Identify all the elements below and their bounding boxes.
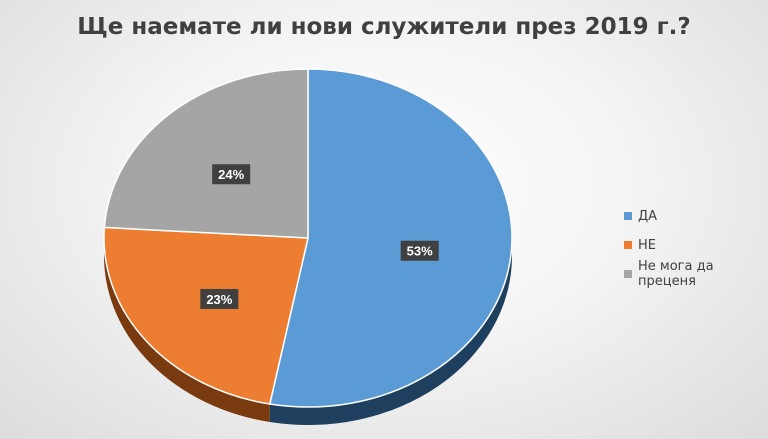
legend-swatch-no — [624, 241, 632, 249]
legend-item-unsure: Не мога да преценя — [624, 259, 768, 289]
svg-text:53%: 53% — [407, 244, 433, 259]
legend-item-no: НЕ — [624, 236, 768, 254]
pie-slice-unsure — [103, 68, 309, 239]
legend-swatch-yes — [624, 212, 632, 220]
legend-label-yes: ДА — [638, 208, 658, 224]
data-label-yes: 53% — [400, 240, 439, 261]
chart-title: Ще наемате ли нови служители през 2019 г… — [77, 14, 691, 40]
data-label-unsure: 24% — [212, 164, 251, 185]
legend-label-no: НЕ — [638, 237, 656, 253]
pie-labels: 53% 23% 24% — [200, 164, 439, 309]
pie-slice-no — [103, 226, 309, 405]
svg-text:23%: 23% — [206, 292, 232, 307]
data-label-no: 23% — [200, 288, 239, 309]
pie-top — [103, 68, 513, 408]
legend-label-unsure: Не мога да преценя — [638, 259, 714, 289]
pie-slice-yes — [269, 68, 513, 408]
chart-legend: ДА НЕ Не мога да преценя — [624, 207, 768, 294]
legend-swatch-unsure — [624, 270, 632, 278]
legend-item-yes: ДА — [624, 207, 768, 225]
svg-text:24%: 24% — [218, 167, 244, 182]
pie-side-no — [104, 238, 270, 423]
pie-sides — [104, 238, 512, 425]
